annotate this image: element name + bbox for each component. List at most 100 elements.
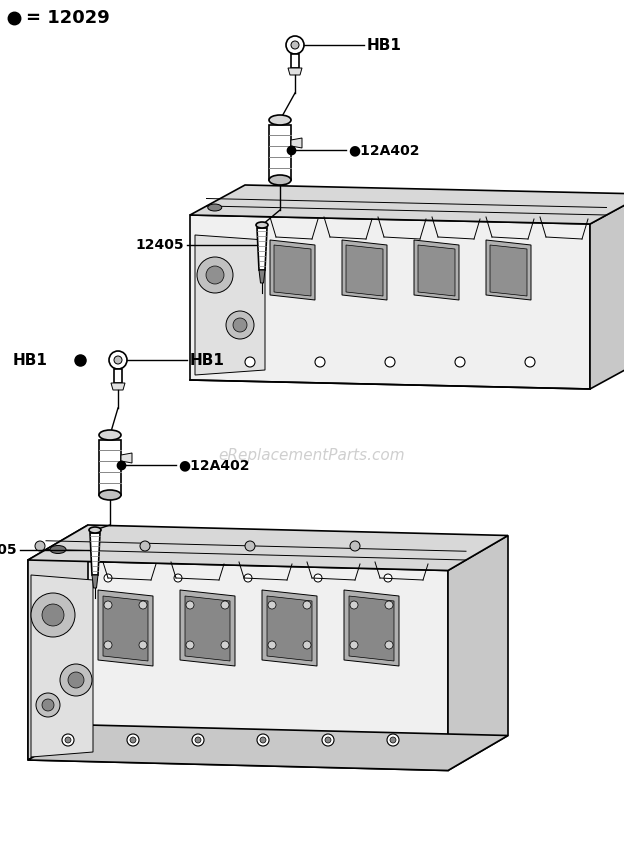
Ellipse shape: [269, 115, 291, 125]
Circle shape: [325, 737, 331, 743]
Polygon shape: [195, 235, 265, 375]
Bar: [269, 125, 291, 180]
Circle shape: [221, 641, 229, 649]
Polygon shape: [98, 590, 153, 666]
Polygon shape: [274, 245, 311, 296]
Circle shape: [139, 601, 147, 609]
Polygon shape: [28, 725, 508, 770]
Circle shape: [387, 734, 399, 746]
Polygon shape: [344, 590, 399, 666]
Polygon shape: [28, 525, 88, 760]
Circle shape: [62, 734, 74, 746]
Circle shape: [315, 357, 325, 367]
Circle shape: [109, 351, 127, 369]
Text: = 12029: = 12029: [26, 9, 110, 27]
Circle shape: [245, 541, 255, 551]
Polygon shape: [590, 194, 624, 389]
Circle shape: [127, 734, 139, 746]
Circle shape: [174, 574, 182, 582]
Ellipse shape: [208, 204, 222, 211]
Circle shape: [65, 737, 71, 743]
Polygon shape: [28, 525, 508, 570]
Circle shape: [31, 593, 75, 637]
Text: 12405: 12405: [135, 238, 184, 252]
Circle shape: [36, 693, 60, 717]
Polygon shape: [288, 68, 302, 75]
Polygon shape: [92, 575, 98, 588]
Circle shape: [385, 357, 395, 367]
Circle shape: [42, 604, 64, 626]
Circle shape: [291, 41, 299, 49]
Ellipse shape: [99, 430, 121, 440]
Polygon shape: [418, 245, 455, 296]
Circle shape: [303, 601, 311, 609]
Text: ●12A402: ●12A402: [348, 143, 419, 157]
Ellipse shape: [50, 546, 66, 553]
Circle shape: [303, 641, 311, 649]
Polygon shape: [90, 533, 100, 575]
Circle shape: [257, 734, 269, 746]
Text: HB1: HB1: [190, 353, 225, 367]
Circle shape: [385, 601, 393, 609]
Circle shape: [226, 311, 254, 339]
Circle shape: [104, 574, 112, 582]
Circle shape: [245, 357, 255, 367]
Circle shape: [130, 737, 136, 743]
Text: ●12A402: ●12A402: [178, 458, 250, 472]
Circle shape: [233, 318, 247, 332]
Circle shape: [42, 699, 54, 711]
Circle shape: [268, 641, 276, 649]
Polygon shape: [28, 560, 448, 770]
Circle shape: [384, 574, 392, 582]
Polygon shape: [190, 215, 590, 389]
Bar: [114, 369, 122, 383]
Circle shape: [186, 641, 194, 649]
Polygon shape: [346, 245, 383, 296]
Circle shape: [268, 601, 276, 609]
Circle shape: [350, 641, 358, 649]
Ellipse shape: [256, 222, 268, 228]
Circle shape: [68, 672, 84, 688]
Circle shape: [260, 737, 266, 743]
Polygon shape: [291, 138, 302, 148]
Polygon shape: [259, 270, 265, 283]
Circle shape: [206, 266, 224, 284]
Circle shape: [104, 641, 112, 649]
Circle shape: [322, 734, 334, 746]
Polygon shape: [31, 575, 93, 757]
Circle shape: [525, 357, 535, 367]
Polygon shape: [121, 453, 132, 463]
Polygon shape: [267, 596, 312, 661]
Ellipse shape: [89, 527, 101, 533]
Circle shape: [114, 356, 122, 364]
Circle shape: [314, 574, 322, 582]
Circle shape: [221, 601, 229, 609]
Polygon shape: [349, 596, 394, 661]
Text: HB1: HB1: [12, 353, 47, 367]
Text: eReplacementParts.com: eReplacementParts.com: [218, 447, 406, 462]
Circle shape: [286, 36, 304, 54]
Circle shape: [390, 737, 396, 743]
Circle shape: [385, 641, 393, 649]
Circle shape: [35, 541, 45, 551]
Text: HB1: HB1: [367, 37, 402, 53]
Circle shape: [350, 541, 360, 551]
Bar: [291, 54, 299, 68]
Polygon shape: [262, 590, 317, 666]
Polygon shape: [180, 590, 235, 666]
Circle shape: [140, 541, 150, 551]
Ellipse shape: [269, 175, 291, 185]
Circle shape: [139, 641, 147, 649]
Circle shape: [60, 664, 92, 696]
Ellipse shape: [99, 490, 121, 500]
Polygon shape: [103, 596, 148, 661]
Polygon shape: [414, 240, 459, 300]
Circle shape: [244, 574, 252, 582]
Circle shape: [192, 734, 204, 746]
Circle shape: [350, 601, 358, 609]
Polygon shape: [185, 596, 230, 661]
Polygon shape: [270, 240, 315, 300]
Polygon shape: [490, 245, 527, 296]
Circle shape: [195, 737, 201, 743]
Circle shape: [186, 601, 194, 609]
